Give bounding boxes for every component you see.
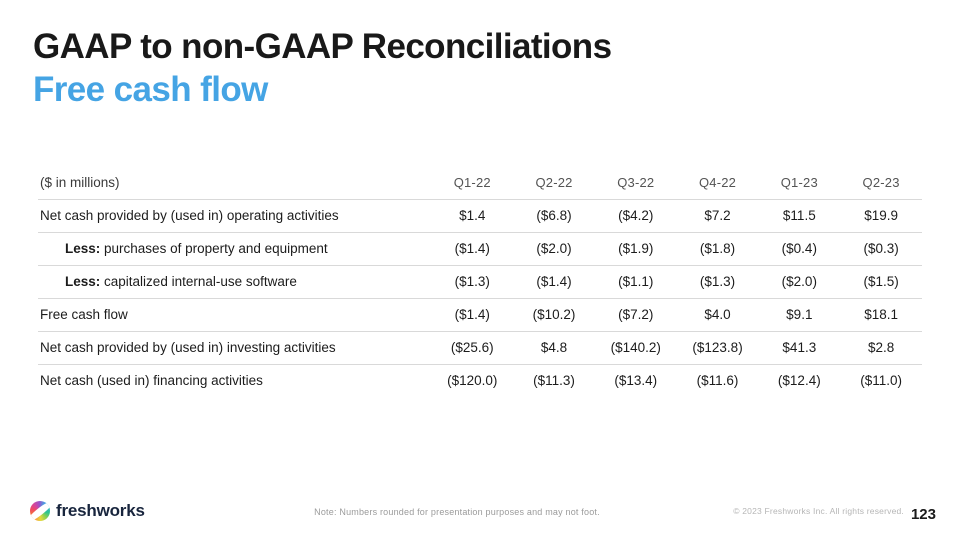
unit-label: ($ in millions) (38, 166, 432, 200)
cell-value: ($2.0) (513, 232, 595, 266)
cell-value: ($0.4) (758, 232, 841, 266)
table-row: Net cash provided by (used in) investing… (38, 331, 922, 365)
freshworks-swirl-icon (30, 501, 50, 521)
page-number: 123 (910, 506, 936, 523)
row-label: Net cash provided by (used in) operating… (38, 199, 432, 233)
title-block: GAAP to non-GAAP Reconciliations Free ca… (33, 26, 612, 111)
page-title: GAAP to non-GAAP Reconciliations (33, 27, 612, 66)
cell-value: ($1.1) (594, 265, 677, 299)
row-label: Less: purchases of property and equipmen… (38, 232, 432, 266)
table-row: Net cash provided by (used in) operating… (38, 199, 922, 233)
column-header: Q3-22 (594, 166, 677, 200)
table-row: Less: capitalized internal-use software(… (38, 265, 922, 299)
cell-value: ($11.3) (533, 373, 575, 389)
cell-value: $7.2 (676, 199, 759, 233)
column-header: Q1-22 (431, 166, 514, 200)
freshworks-logo-text: freshworks (56, 501, 145, 520)
freshworks-logo: freshworks (30, 501, 145, 521)
page-subtitle: Free cash flow (33, 69, 268, 109)
cell-value: ($123.8) (676, 331, 759, 365)
cell-value: ($1.3) (431, 265, 514, 299)
cell-value: ($1.5) (840, 265, 922, 299)
cell-value: ($1.4) (513, 265, 595, 299)
cell-value: ($11.0) (860, 373, 902, 389)
copyright: © 2023 Freshworks Inc. All rights reserv… (733, 506, 904, 516)
cell-value: ($1.9) (594, 232, 677, 266)
cell-value: ($120.0) (447, 373, 498, 389)
cell-value: ($4.2) (594, 199, 677, 233)
column-header: Q4-22 (676, 166, 759, 200)
cell-value: $9.1 (758, 298, 841, 332)
cell-value: ($13.4) (614, 373, 658, 389)
cell-value: ($25.6) (431, 331, 514, 365)
cell-value: ($1.3) (676, 265, 759, 299)
cell-value: ($140.2) (594, 331, 677, 365)
column-header: Q2-22 (513, 166, 595, 200)
cell-value: $4.8 (513, 331, 595, 365)
cell-value: ($11.6) (696, 373, 739, 389)
cell-value: $2.8 (840, 331, 922, 365)
row-label: Net cash provided by (used in) investing… (38, 331, 432, 365)
cell-value: $1.4 (431, 199, 514, 233)
cell-value: ($6.8) (513, 199, 595, 233)
cell-value: ($1.4) (431, 232, 514, 266)
row-label: Net cash (used in) financing activities (40, 373, 263, 389)
cell-value: ($2.0) (758, 265, 841, 299)
cell-value: ($1.4) (431, 298, 514, 332)
cell-value: $18.1 (840, 298, 922, 332)
cell-value: ($1.8) (676, 232, 759, 266)
cell-value: ($10.2) (513, 298, 595, 332)
footnote: Note: Numbers rounded for presentation p… (314, 507, 600, 517)
cell-value: $4.0 (676, 298, 759, 332)
cell-value: ($12.4) (777, 373, 821, 389)
table-header-row: ($ in millions) Q1-22 Q2-22 Q3-22 Q4-22 Q1-23… (38, 166, 922, 200)
column-header: Q2-23 (840, 166, 922, 200)
cell-value: ($0.3) (840, 232, 922, 266)
table-row: Less: purchases of property and equipmen… (38, 232, 922, 266)
cell-value: $11.5 (758, 199, 841, 233)
row-label: Less: capitalized internal-use software (38, 265, 432, 299)
cell-value: $19.9 (840, 199, 922, 233)
reconciliation-table: ($ in millions) Q1-22 Q2-22 Q3-22 Q4-22 Q1-23… (38, 166, 922, 397)
cell-value: ($7.2) (594, 298, 677, 332)
table-row: Free cash flow ($1.4) ($10.2) ($7.2) $4.0 $9.… (38, 298, 922, 332)
column-header: Q1-23 (758, 166, 841, 200)
table-row: Net cash (used in) financing activities (… (38, 364, 922, 397)
row-label: Free cash flow (38, 298, 432, 332)
cell-value: $41.3 (758, 331, 841, 365)
